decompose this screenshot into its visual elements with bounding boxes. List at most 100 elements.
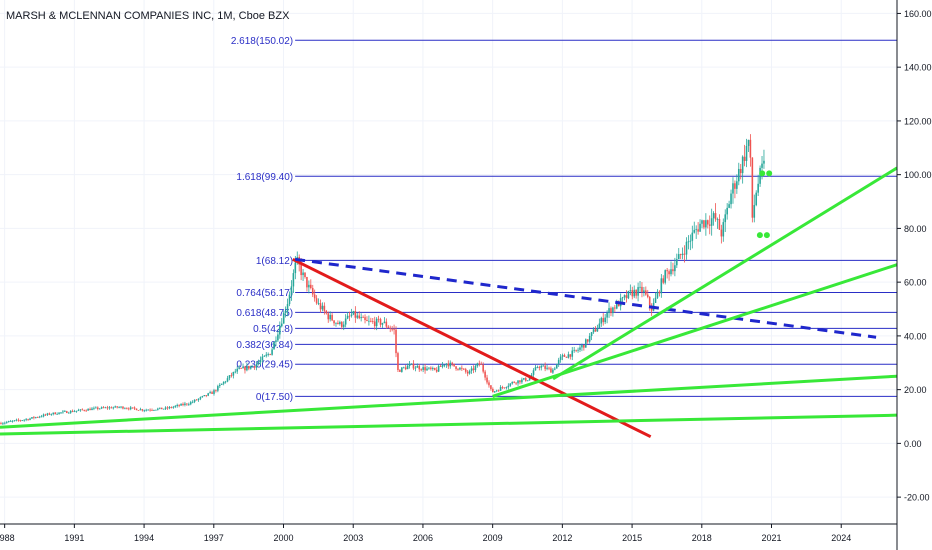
candle-body [627, 291, 630, 299]
candle-body [333, 320, 335, 324]
candle-body [375, 318, 378, 327]
candle-body [54, 412, 56, 415]
candle-body [62, 411, 64, 413]
candle-body [404, 367, 407, 370]
candle-body [145, 409, 148, 411]
candle-body [503, 387, 506, 389]
candle-body [280, 323, 283, 327]
candle-body [122, 406, 124, 409]
candle-body [323, 305, 326, 311]
candle-body [428, 367, 430, 369]
candle-body [203, 395, 206, 397]
markers [756, 170, 773, 239]
candle-body [670, 269, 672, 275]
candle-body [277, 334, 279, 341]
candle-body [335, 322, 337, 324]
candle-body [433, 367, 436, 370]
candle-body [695, 229, 697, 231]
candle-body [310, 284, 312, 288]
candle-body [662, 278, 665, 283]
candle-body [478, 363, 481, 365]
candle-body [153, 410, 155, 411]
trendlines[interactable] [0, 166, 898, 439]
candle-body [457, 368, 459, 370]
candle-body [33, 417, 35, 418]
signal-dot [763, 232, 770, 239]
fibonacci-levels[interactable]: 2.618(150.02) 1.618(99.40) 1(68.12) 0.764(5… [231, 36, 897, 403]
candle-body [329, 314, 331, 320]
grid [0, 0, 897, 524]
candle-body [379, 319, 382, 325]
candle-body [691, 232, 694, 241]
candle-body [331, 314, 333, 321]
candle-body [79, 409, 82, 411]
trendline-blue-dashed[interactable] [294, 257, 877, 339]
candle-body [155, 409, 157, 411]
candle-body [528, 377, 531, 381]
candle-body [96, 407, 99, 409]
candle-body [602, 318, 605, 323]
candle-body [426, 368, 428, 371]
price-tick-label: 120.00 [904, 116, 932, 126]
candle-body [412, 363, 415, 369]
candle-body [344, 318, 347, 325]
trendline-red-solid[interactable] [292, 257, 652, 439]
candle-body [554, 368, 556, 370]
candle-body [668, 271, 670, 275]
candle-body [753, 205, 756, 218]
candle-body [761, 163, 763, 168]
candle-body [267, 354, 270, 355]
candle-body [757, 183, 759, 193]
candle-body [358, 315, 361, 319]
candle-body [124, 408, 126, 410]
candle-body [242, 366, 244, 369]
candle-body [395, 329, 397, 354]
candle-body [244, 366, 246, 371]
candle-body [261, 356, 264, 361]
candle-body [279, 326, 281, 335]
candle-body [325, 310, 328, 314]
candle-body [401, 367, 403, 372]
candle-body [439, 366, 442, 367]
candle-body [416, 366, 419, 368]
candle-body [100, 407, 103, 409]
candle-body [507, 385, 510, 388]
candle-body [509, 383, 512, 386]
candle-body [406, 365, 409, 370]
time-tick-label: 1988 [0, 533, 15, 543]
price-tick-label: 140.00 [904, 63, 932, 73]
candle-body [571, 350, 574, 357]
candle-body [29, 418, 31, 420]
candle-body [679, 254, 682, 256]
candle-body [631, 290, 634, 297]
candle-body [710, 218, 713, 226]
candle-body [701, 220, 703, 224]
candle-body [569, 354, 572, 357]
candle-body [7, 421, 10, 423]
candle-body [104, 407, 107, 409]
candle-body [608, 308, 610, 313]
candle-body [674, 265, 676, 272]
trendline-green-solid[interactable] [552, 166, 898, 381]
candle-body [139, 409, 142, 411]
candle-body [317, 303, 320, 305]
trendline-green-solid[interactable] [0, 374, 898, 429]
candle-body [420, 369, 422, 371]
candle-body [176, 405, 178, 407]
trendline-green-solid[interactable] [0, 413, 898, 436]
candle-body [747, 139, 750, 147]
candle-body [598, 323, 601, 329]
candle-body [112, 407, 115, 409]
candle-body [207, 393, 209, 396]
candle-body [612, 307, 614, 314]
candle-body [389, 327, 392, 329]
candle-body [93, 407, 95, 409]
candle-body [178, 405, 180, 406]
candle-body [350, 314, 353, 316]
candle-body [499, 387, 502, 391]
candle-body [240, 368, 242, 369]
candle-body [77, 410, 80, 412]
candle-body [645, 290, 647, 295]
candle-body [174, 406, 177, 407]
